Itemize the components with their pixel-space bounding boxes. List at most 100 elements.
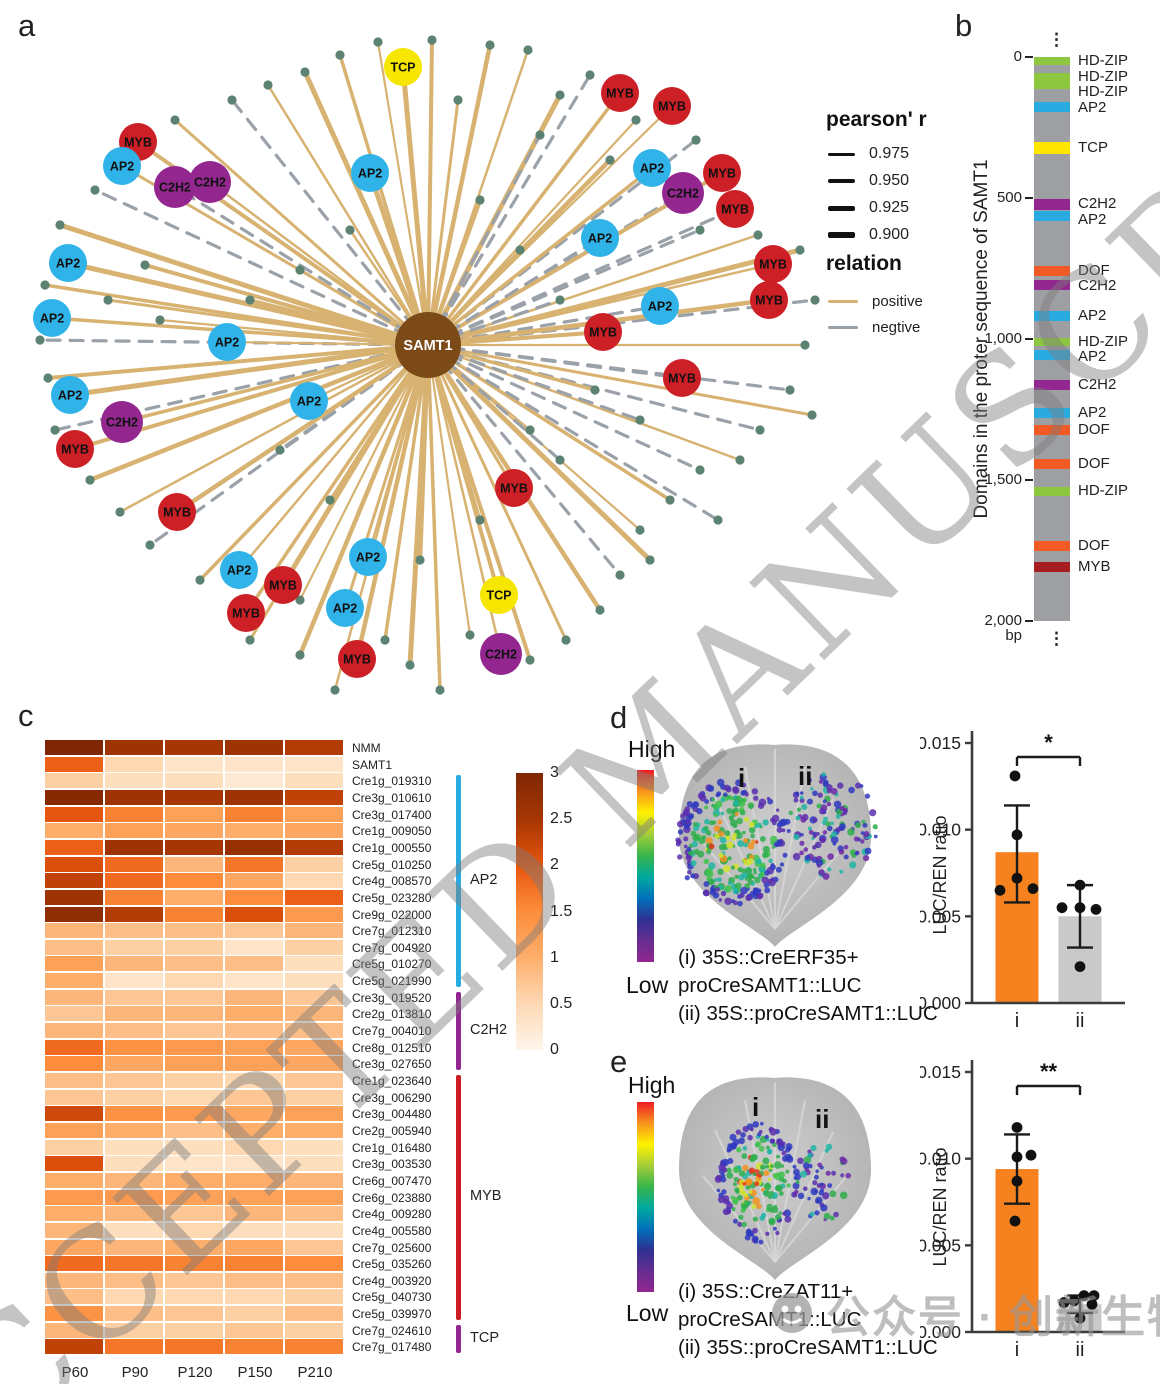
- heatmap-colorbar: [516, 773, 543, 1050]
- domain-segment-dof: [1034, 265, 1070, 276]
- tf-node-ap2: [103, 147, 141, 185]
- luminescence-speckle: [793, 833, 800, 840]
- heatmap-group-bar-myb: [456, 1075, 461, 1320]
- luminescence-speckle: [762, 1157, 770, 1165]
- tf-node-label: C2H2: [194, 176, 226, 190]
- tf-node-label: C2H2: [106, 416, 138, 430]
- heatmap-cell: [285, 939, 343, 955]
- heatmap-cell: [285, 956, 343, 972]
- luminescence-speckle: [703, 881, 710, 888]
- tf-node-label: AP2: [215, 336, 239, 350]
- network-dot-node: [691, 135, 701, 145]
- heatmap-cell: [285, 789, 343, 805]
- heatmap-row-label: Cre8g_012510: [352, 1040, 432, 1055]
- luminescence-speckle: [748, 826, 756, 834]
- bp-tick-mark: [1025, 620, 1033, 622]
- positive-edge: [120, 343, 430, 424]
- data-point: [1074, 879, 1086, 891]
- tf-node-label: MYB: [232, 607, 260, 621]
- luminescence-speckle: [706, 848, 712, 855]
- data-point: [1074, 902, 1086, 914]
- heatmap-row-label: Cre4g_009280: [352, 1207, 432, 1222]
- network-dot-node: [453, 95, 463, 105]
- luminescence-speckle: [745, 1229, 753, 1237]
- heatmap-cell: [225, 1156, 283, 1172]
- pearson-legend-item: 0.900: [828, 226, 909, 244]
- luminescence-speckle: [774, 1214, 782, 1221]
- tf-node-label: TCP: [391, 61, 416, 75]
- luminescence-speckle: [727, 881, 732, 885]
- relation-line-swatch: [828, 326, 858, 329]
- luminescence-speckle: [705, 830, 712, 836]
- luminescence-speckle: [797, 1192, 805, 1200]
- data-point: [1056, 902, 1068, 914]
- network-dot-node: [170, 115, 180, 125]
- network-dot-node: [475, 515, 485, 525]
- heatmap-cell: [45, 1322, 103, 1338]
- tf-node-ap2: [290, 382, 328, 420]
- caption-d: (i) 35S::CreERF35+ proCreSAMT1::LUC (ii)…: [678, 944, 938, 1028]
- luminescence-speckle: [703, 825, 709, 831]
- tf-node-ap2: [581, 219, 619, 257]
- luminescence-speckle: [829, 1215, 835, 1221]
- luminescence-speckle: [737, 1184, 744, 1191]
- data-point: [1011, 872, 1023, 884]
- heatmap-cell: [45, 1139, 103, 1155]
- luminescence-speckle: [708, 862, 716, 870]
- colorbar-high-label-e: High: [628, 1072, 676, 1098]
- heatmap-row-label: Cre5g_010270: [352, 957, 432, 972]
- network-dot-node: [43, 373, 53, 383]
- leaf-vein: [744, 766, 776, 930]
- heatmap-cell: [105, 1156, 163, 1172]
- positive-edge: [426, 104, 674, 347]
- luminescence-speckle: [739, 801, 746, 808]
- luminescence-speckle: [718, 852, 724, 858]
- luminescence-speckle: [718, 830, 725, 837]
- domain-segment-label: HD-ZIP: [1078, 52, 1128, 70]
- luminescence-speckle: [708, 879, 715, 886]
- heatmap-cell: [105, 989, 163, 1005]
- heatmap-cell: [225, 1073, 283, 1089]
- caption-e-line2: proCreSAMT1::LUC: [678, 1308, 862, 1331]
- luminescence-speckle: [839, 823, 846, 830]
- luminescence-speckle: [754, 876, 761, 884]
- luminescence-speckle: [747, 842, 755, 850]
- luminescence-speckle: [690, 830, 697, 837]
- colorbar-low-label-e: Low: [626, 1300, 669, 1326]
- heatmap-cell: [285, 1156, 343, 1172]
- luminescence-speckle: [804, 854, 811, 861]
- heatmap-cell: [45, 1056, 103, 1072]
- luminescence-speckle: [734, 811, 739, 817]
- positive-edge: [383, 343, 430, 642]
- luminescence-speckle: [713, 813, 718, 818]
- heatmap-cell: [225, 889, 283, 905]
- network-dot-node: [665, 495, 675, 505]
- luminescence-speckle: [732, 1138, 740, 1146]
- negative-edge: [426, 343, 792, 392]
- positive-edge: [417, 342, 431, 563]
- heatmap-cell: [285, 1122, 343, 1138]
- luminescence-speckle: [816, 863, 821, 868]
- heatmap-cell: [105, 756, 163, 772]
- heatmap-colorbar-tick: 1: [550, 948, 559, 966]
- domain-segment-tcp: [1034, 141, 1070, 154]
- network-dot-node: [465, 630, 475, 640]
- luminescence-speckle: [744, 883, 750, 889]
- luminescence-speckle: [736, 1194, 743, 1201]
- luminescence-speckle: [768, 1127, 774, 1133]
- luminescence-speckle: [755, 858, 762, 865]
- positive-edge: [426, 343, 501, 597]
- data-point: [1074, 961, 1086, 972]
- luminescence-speckle: [848, 786, 855, 794]
- luminescence-speckle: [701, 835, 707, 840]
- luminescence-speckle: [800, 1170, 808, 1178]
- luminescence-speckle: [807, 826, 813, 831]
- heatmap-cell: [105, 1089, 163, 1105]
- luminescence-speckle: [744, 792, 749, 797]
- negative-edge: [53, 343, 430, 432]
- luminescence-speckle: [768, 858, 773, 863]
- tf-node-label: AP2: [356, 551, 380, 565]
- heatmap-cell: [285, 839, 343, 855]
- luminescence-speckle: [758, 1145, 765, 1152]
- luminescence-speckle: [769, 1190, 774, 1196]
